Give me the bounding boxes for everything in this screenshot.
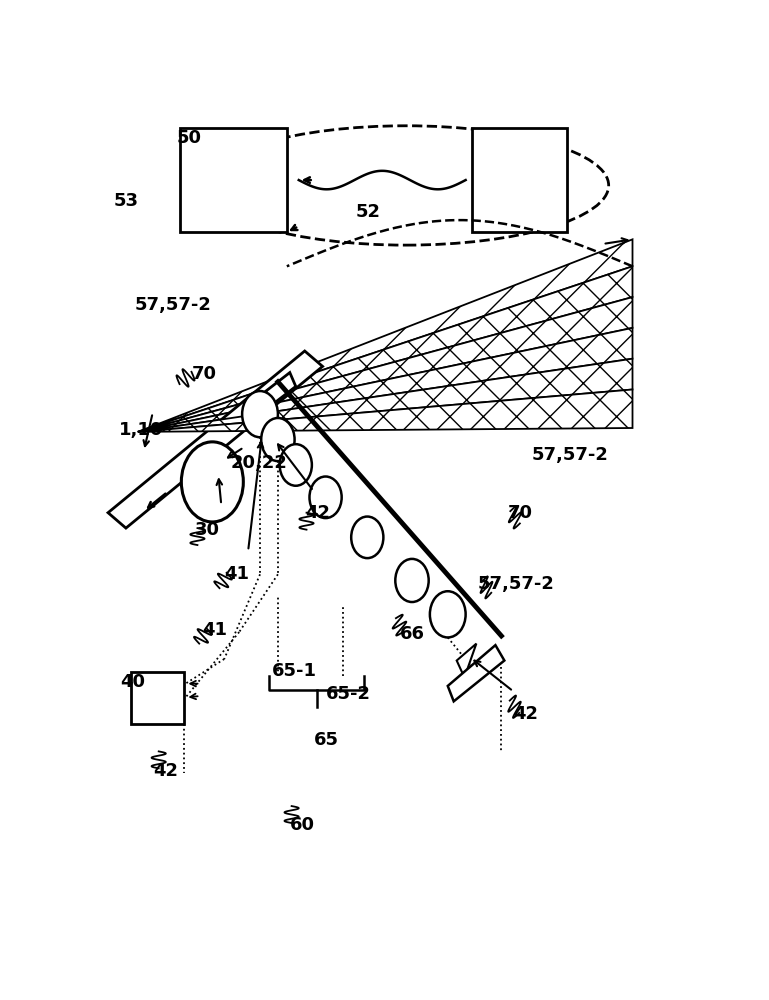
Circle shape xyxy=(242,391,278,437)
Polygon shape xyxy=(138,328,633,432)
Circle shape xyxy=(309,477,341,518)
Polygon shape xyxy=(138,389,633,432)
Polygon shape xyxy=(108,351,323,528)
Text: 57,57-2: 57,57-2 xyxy=(478,575,554,593)
Text: 30: 30 xyxy=(195,521,219,539)
Text: 65-1: 65-1 xyxy=(272,662,317,680)
Polygon shape xyxy=(448,645,504,701)
Polygon shape xyxy=(138,266,633,432)
Text: 41: 41 xyxy=(202,621,227,639)
Bar xyxy=(180,128,287,232)
Text: 60: 60 xyxy=(290,816,315,834)
Text: 70: 70 xyxy=(508,504,532,522)
Text: 57,57-2: 57,57-2 xyxy=(531,446,608,464)
Text: 65-2: 65-2 xyxy=(325,685,371,703)
Polygon shape xyxy=(457,644,476,677)
Text: 65: 65 xyxy=(314,731,338,749)
Text: 53: 53 xyxy=(114,192,139,210)
Circle shape xyxy=(351,517,384,558)
Text: 1,10: 1,10 xyxy=(118,421,163,439)
Bar xyxy=(471,128,567,232)
Polygon shape xyxy=(266,373,296,405)
Text: 40: 40 xyxy=(120,673,145,691)
Circle shape xyxy=(280,444,312,486)
Circle shape xyxy=(395,559,428,602)
Text: 50: 50 xyxy=(177,129,201,147)
Text: 66: 66 xyxy=(400,625,425,643)
Text: 70: 70 xyxy=(191,365,217,383)
Text: 42: 42 xyxy=(514,705,538,723)
Circle shape xyxy=(430,591,466,637)
Polygon shape xyxy=(138,239,633,432)
Bar xyxy=(131,672,185,724)
Polygon shape xyxy=(138,297,633,432)
Text: 52: 52 xyxy=(355,203,381,221)
Text: 20,22: 20,22 xyxy=(230,454,287,472)
Circle shape xyxy=(181,442,243,522)
Circle shape xyxy=(261,418,295,461)
Polygon shape xyxy=(138,359,633,432)
Text: 42: 42 xyxy=(153,762,178,780)
Text: 41: 41 xyxy=(225,565,249,583)
Text: 42: 42 xyxy=(305,504,330,522)
Text: 57,57-2: 57,57-2 xyxy=(135,296,211,314)
